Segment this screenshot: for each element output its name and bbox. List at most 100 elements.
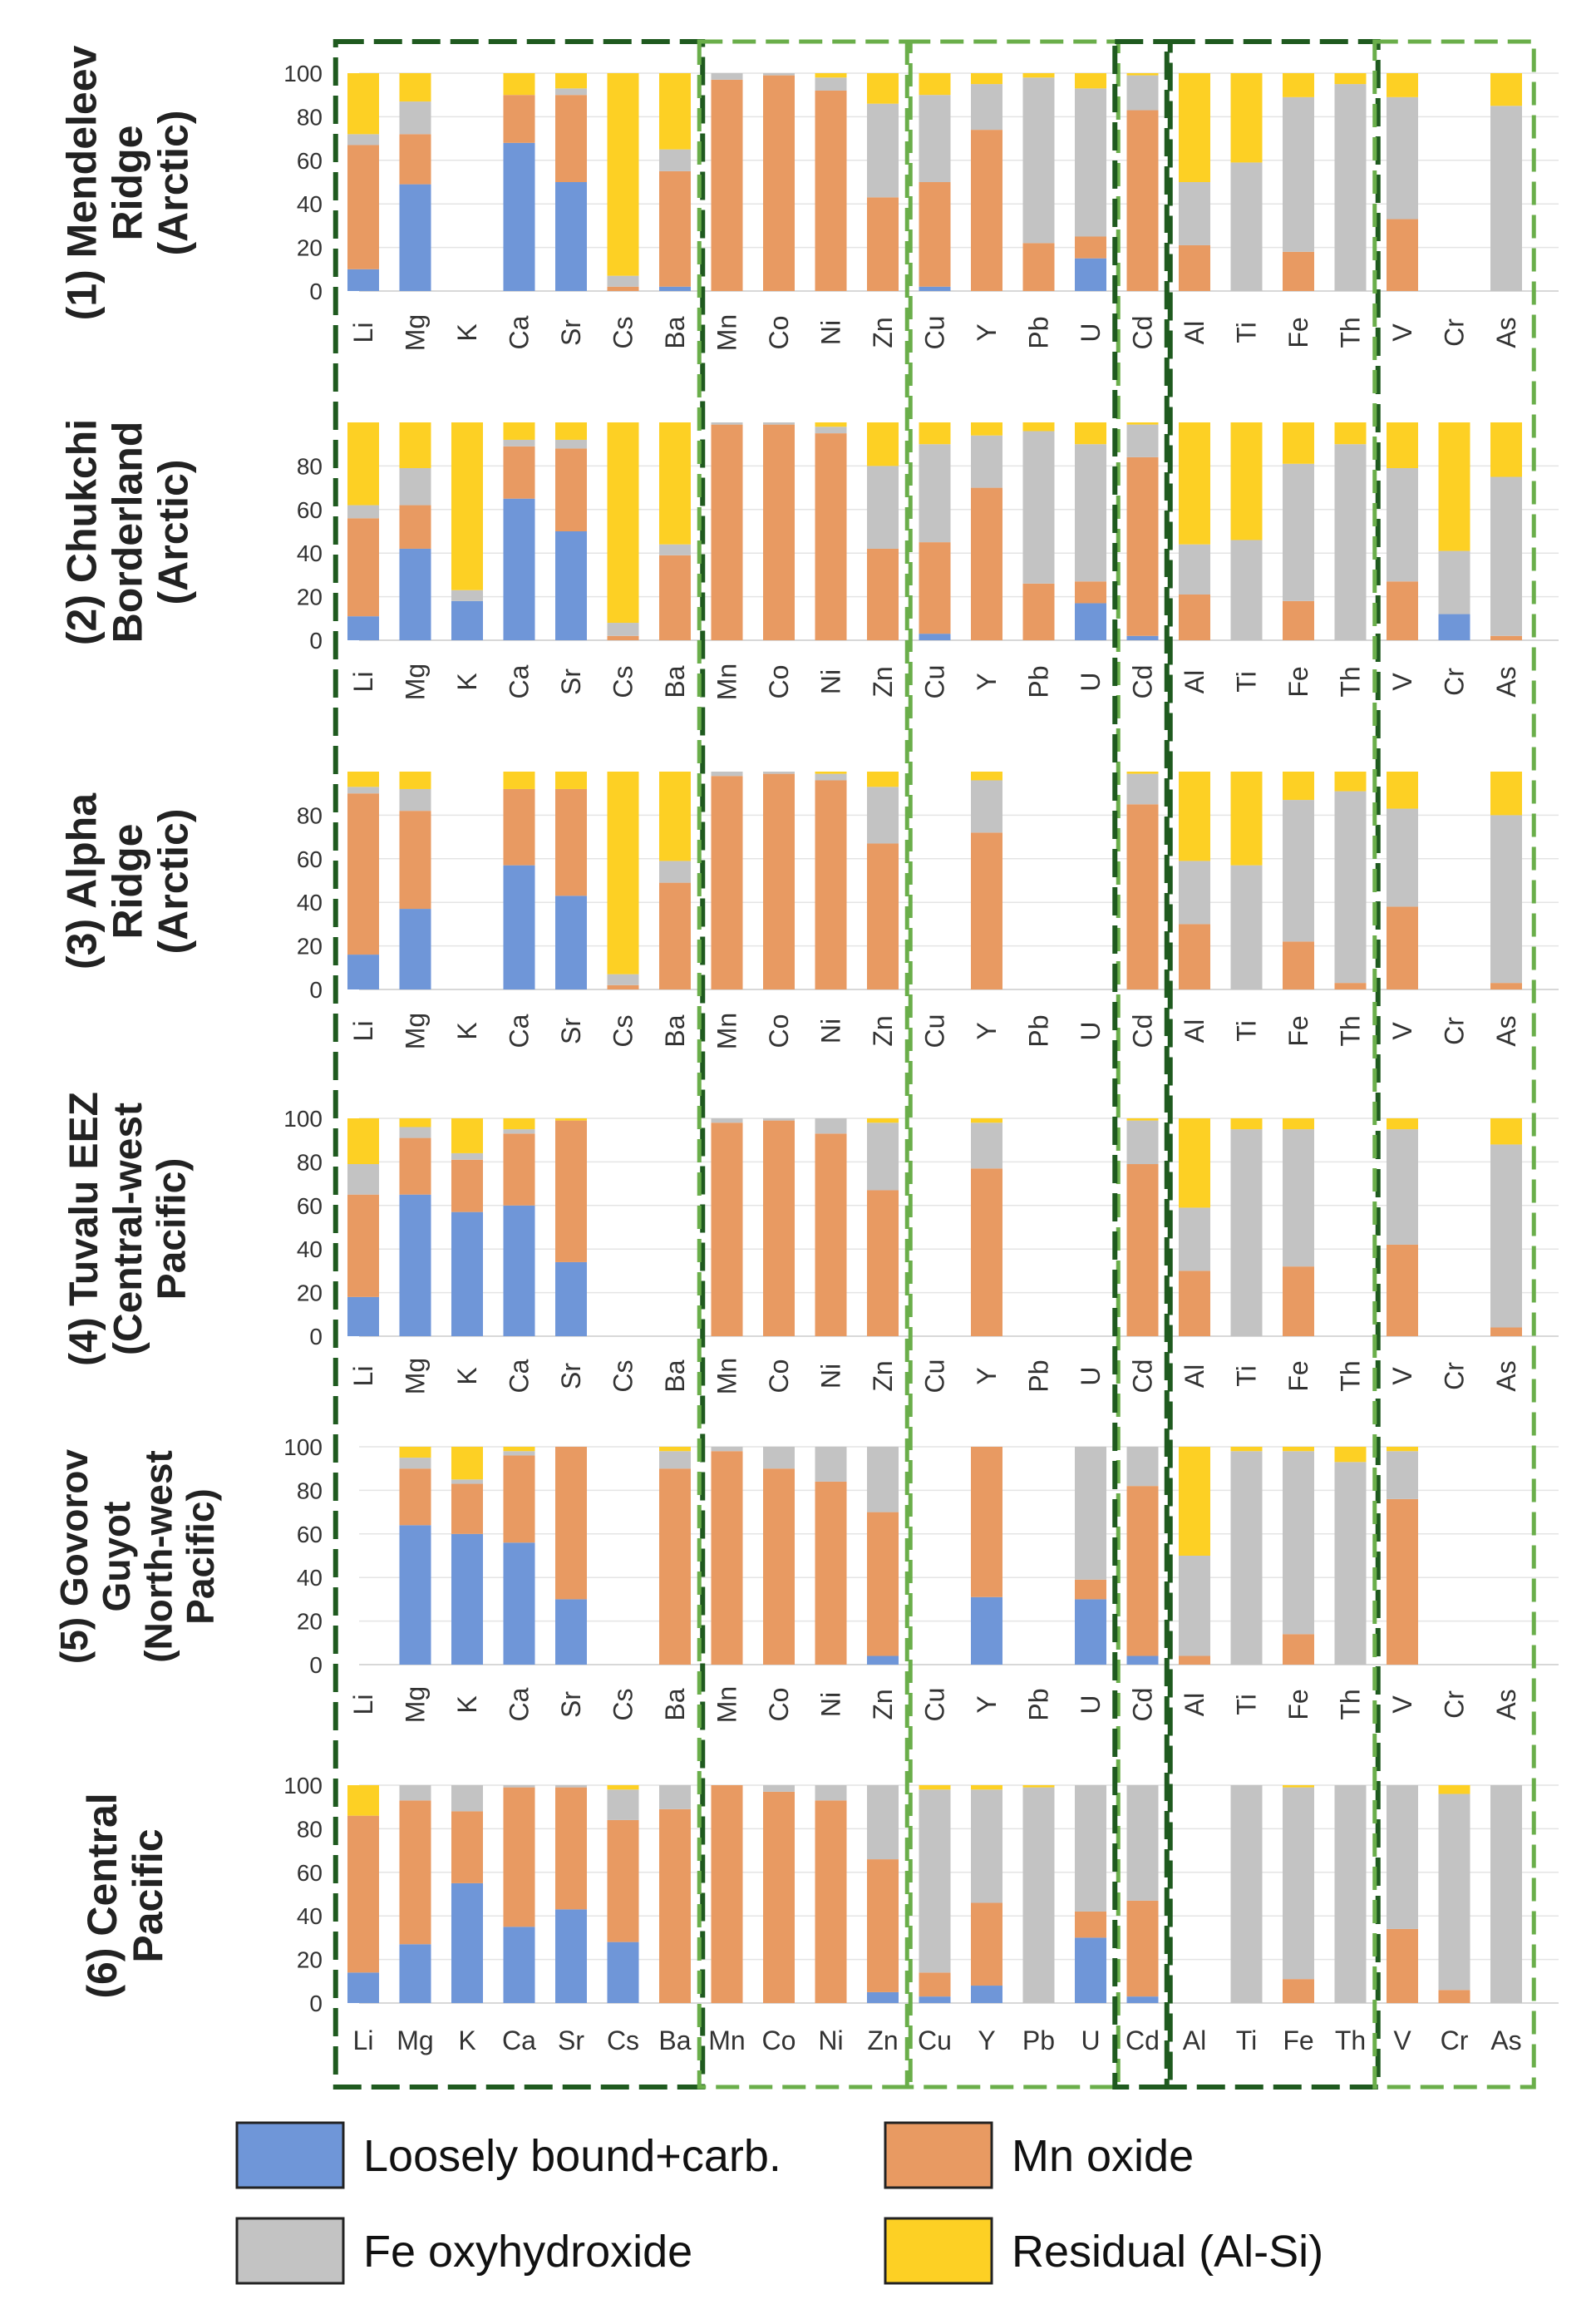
bar-segment-mnox-Mn — [711, 1451, 743, 1665]
category-label: Ca — [505, 1687, 534, 1721]
category-label: Ba — [658, 2025, 691, 2055]
bar-segment-resid-Cu — [919, 73, 951, 96]
bar-segment-mnox-Mg — [399, 505, 431, 549]
category-label: Cs — [608, 665, 638, 698]
legend-label-loose: Loosely bound+carb. — [363, 2131, 781, 2181]
y-tick-label: 60 — [297, 148, 323, 174]
category-label: As — [1490, 2025, 1521, 2055]
panel-label-line: (Arctic) — [150, 808, 197, 954]
bar-segment-resid-Mg — [399, 73, 431, 102]
category-label: Sr — [556, 1018, 586, 1044]
bar-segment-feox-Mn — [711, 1447, 743, 1452]
bar-segment-resid-Li — [347, 73, 379, 135]
bar-segment-mnox-Ca — [503, 1787, 535, 1927]
category-label: Pb — [1024, 1688, 1054, 1720]
bar-segment-resid-Fe — [1283, 422, 1314, 464]
bar-segment-loose-Ca — [503, 142, 535, 291]
category-label: Ni — [816, 1364, 846, 1389]
bar-segment-resid-Li — [347, 772, 379, 787]
bar-segment-resid-Mg — [399, 1118, 431, 1127]
bar-segment-mnox-Ca — [503, 788, 535, 866]
bar-segment-mnox-Mn — [711, 79, 743, 291]
category-label: Zn — [868, 1689, 898, 1720]
bar-segment-mnox-Th — [1334, 983, 1367, 989]
bar-segment-feox-Pb — [1022, 77, 1055, 244]
panel-5: 0 20 40 60 80 100 Li Mg K Ca Sr Cs Ba Mn Co Ni Zn Cu Y Pb U C… — [52, 1434, 1559, 1723]
bar-segment-mnox-Pb — [1022, 243, 1055, 291]
bar-segment-loose-Mg — [399, 1525, 431, 1665]
bar-segment-feox-V — [1387, 468, 1418, 582]
panel-label-line: (5) Govorov — [52, 1449, 96, 1665]
bar-segment-loose-Li — [347, 269, 379, 291]
category-label: Cd — [1128, 1014, 1158, 1048]
bar-segment-mnox-Ba — [659, 555, 691, 640]
category-label: V — [1387, 1367, 1417, 1385]
category-label: Y — [972, 1022, 1002, 1039]
panel-label-line: (2) Chukchi — [59, 419, 106, 645]
bar-segment-resid-K — [451, 1447, 483, 1480]
category-label: Pb — [1024, 1359, 1054, 1392]
bar-segment-feox-Ti — [1230, 1785, 1263, 2003]
bar-segment-loose-Ca — [503, 498, 535, 640]
y-tick-label: 40 — [297, 1236, 323, 1262]
legend-label-resid: Residual (Al-Si) — [1012, 2227, 1323, 2277]
bar-segment-resid-V — [1387, 772, 1418, 809]
bar-segment-feox-V — [1387, 1451, 1418, 1499]
category-label: K — [452, 1695, 482, 1713]
category-label: Cr — [1440, 1690, 1470, 1719]
bar-segment-mnox-Sr — [555, 1120, 587, 1262]
bar-segment-mnox-Fe — [1283, 600, 1314, 640]
category-label: V — [1387, 1695, 1417, 1714]
panel-label-line: Pacific — [125, 1828, 171, 1962]
bar-segment-feox-As — [1490, 1144, 1522, 1328]
bar-segment-mnox-As — [1490, 635, 1522, 640]
bar-segment-feox-Pb — [1022, 431, 1055, 584]
bar-segment-mnox-Zn — [867, 843, 899, 989]
bar-segment-loose-Sr — [555, 182, 587, 291]
bar-segment-mnox-Zn — [867, 197, 899, 291]
bar-segment-loose-Ba — [659, 286, 691, 291]
category-label: Ba — [660, 316, 690, 348]
bar-segment-feox-Co — [763, 73, 795, 76]
bar-segment-feox-Co — [763, 772, 795, 774]
bar-segment-feox-Fe — [1283, 463, 1314, 601]
bar-segment-feox-Mg — [399, 1785, 431, 1801]
bar-segment-feox-U — [1075, 1785, 1106, 1912]
category-label: Ca — [505, 1014, 534, 1048]
category-label: Ba — [660, 1688, 690, 1720]
bar-segment-mnox-Zn — [867, 1512, 899, 1656]
category-label: Co — [764, 316, 794, 350]
bar-segment-resid-Ni — [815, 772, 847, 774]
bar-segment-feox-Ni — [815, 1118, 847, 1134]
bar-segment-mnox-U — [1075, 236, 1106, 259]
bar-segment-loose-Cu — [919, 286, 951, 291]
bar-segment-mnox-Co — [763, 424, 795, 640]
bar-segment-mnox-Y — [971, 1902, 1002, 1986]
category-label: Sr — [558, 2025, 584, 2055]
bar-segment-resid-Cu — [919, 422, 951, 445]
bar-segment-loose-Ca — [503, 1927, 535, 2003]
legend-swatch-feox — [235, 2217, 345, 2285]
bar-segment-mnox-Ni — [815, 433, 847, 640]
category-label: Cr — [1441, 2025, 1469, 2055]
bar-segment-feox-Co — [763, 1118, 795, 1121]
bar-segment-mnox-Co — [763, 75, 795, 292]
bar-segment-feox-Li — [347, 787, 379, 794]
panel-label-line: (3) Alpha — [59, 792, 106, 970]
category-label: As — [1491, 1689, 1521, 1720]
bar-segment-mnox-Mg — [399, 134, 431, 185]
category-label: Mg — [401, 314, 431, 351]
bar-segment-feox-K — [451, 590, 483, 601]
bar-segment-feox-Y — [971, 1122, 1002, 1169]
bar-segment-mnox-Mn — [711, 1785, 743, 2003]
bar-segment-loose-Sr — [555, 896, 587, 989]
bar-segment-feox-Mg — [399, 1127, 431, 1138]
category-label: Mn — [712, 314, 742, 351]
category-label: Th — [1336, 1360, 1366, 1391]
bar-segment-feox-Zn — [867, 103, 899, 198]
bar-segment-resid-Cs — [607, 73, 639, 276]
category-label: Co — [764, 1014, 794, 1048]
bar-segment-resid-K — [451, 1118, 483, 1153]
bar-segment-resid-As — [1490, 73, 1522, 106]
